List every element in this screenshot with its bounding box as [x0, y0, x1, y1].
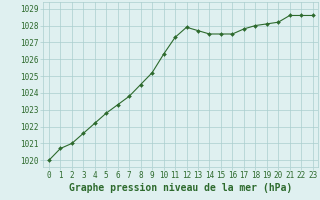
X-axis label: Graphe pression niveau de la mer (hPa): Graphe pression niveau de la mer (hPa)	[69, 183, 292, 193]
